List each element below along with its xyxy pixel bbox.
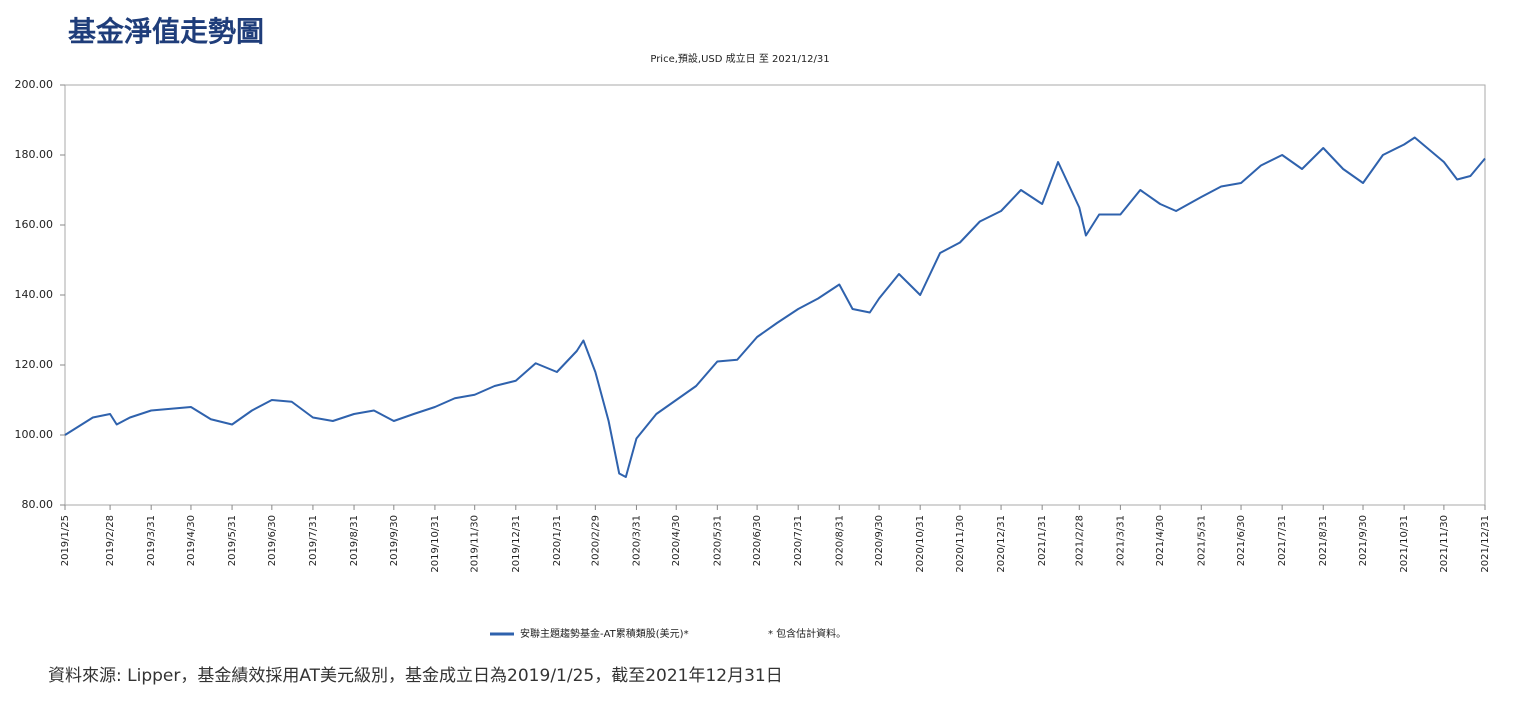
x-tick-label: 2020/10/31	[915, 515, 926, 573]
x-tick-label: 2021/10/31	[1399, 515, 1410, 573]
x-tick-label: 2021/12/31	[1480, 515, 1491, 573]
y-tick-label: 140.00	[15, 288, 54, 301]
x-tick-label: 2020/7/31	[793, 515, 804, 566]
x-tick-label: 2019/8/31	[349, 515, 360, 566]
x-tick-label: 2019/7/31	[308, 515, 319, 566]
x-tick-label: 2019/5/31	[227, 515, 238, 566]
x-tick-label: 2019/9/30	[389, 515, 400, 566]
x-tick-label: 2020/2/29	[590, 515, 601, 566]
x-tick-label: 2019/12/31	[511, 515, 522, 573]
x-tick-label: 2019/3/31	[146, 515, 157, 566]
x-tick-label: 2021/11/30	[1439, 515, 1450, 573]
x-tick-label: 2019/1/25	[60, 515, 71, 566]
x-tick-label: 2021/2/28	[1074, 515, 1085, 566]
y-tick-label: 160.00	[15, 218, 54, 231]
plot-frame	[64, 84, 1486, 506]
x-tick-label: 2021/6/30	[1236, 515, 1247, 566]
x-tick-label: 2021/9/30	[1358, 515, 1369, 566]
y-tick-label: 100.00	[15, 428, 54, 441]
x-tick-label: 2020/8/31	[834, 515, 845, 566]
legend-label: 安聯主題趨勢基金-AT累積類股(美元)*	[520, 627, 689, 640]
x-tick-label: 2021/7/31	[1277, 515, 1288, 566]
y-tick-label: 80.00	[22, 498, 54, 511]
x-tick-label: 2021/1/31	[1037, 515, 1048, 566]
source-note: 資料來源: Lipper，基金績效採用AT美元級別，基金成立日為2019/1/2…	[48, 666, 783, 686]
x-tick-label: 2021/4/30	[1155, 515, 1166, 566]
x-tick-label: 2020/9/30	[874, 515, 885, 566]
x-tick-label: 2020/3/31	[631, 515, 642, 566]
x-tick-label: 2021/8/31	[1318, 515, 1329, 566]
y-tick-label: 180.00	[15, 148, 54, 161]
x-tick-label: 2020/11/30	[955, 515, 966, 573]
x-tick-label: 2019/10/31	[430, 515, 441, 573]
x-tick-label: 2020/6/30	[752, 515, 763, 566]
x-tick-label: 2019/2/28	[105, 515, 116, 566]
x-tick-label: 2021/3/31	[1115, 515, 1126, 566]
x-tick-label: 2019/11/30	[470, 515, 481, 573]
y-tick-label: 200.00	[15, 78, 54, 91]
x-tick-label: 2019/6/30	[267, 515, 278, 566]
x-tick-label: 2020/4/30	[671, 515, 682, 566]
x-tick-label: 2020/12/31	[996, 515, 1007, 573]
x-tick-label: 2020/5/31	[712, 515, 723, 566]
y-tick-label: 120.00	[15, 358, 54, 371]
chart-subtitle: Price,預設,USD 成立日 至 2021/12/31	[650, 52, 829, 65]
x-tick-label: 2021/5/31	[1196, 515, 1207, 566]
estimate-note: * 包含估計資料。	[768, 627, 846, 640]
x-tick-label: 2019/4/30	[186, 515, 197, 566]
chart-title: 基金淨值走勢圖	[68, 15, 264, 48]
x-tick-label: 2020/1/31	[552, 515, 563, 566]
series-line	[64, 136, 1486, 478]
